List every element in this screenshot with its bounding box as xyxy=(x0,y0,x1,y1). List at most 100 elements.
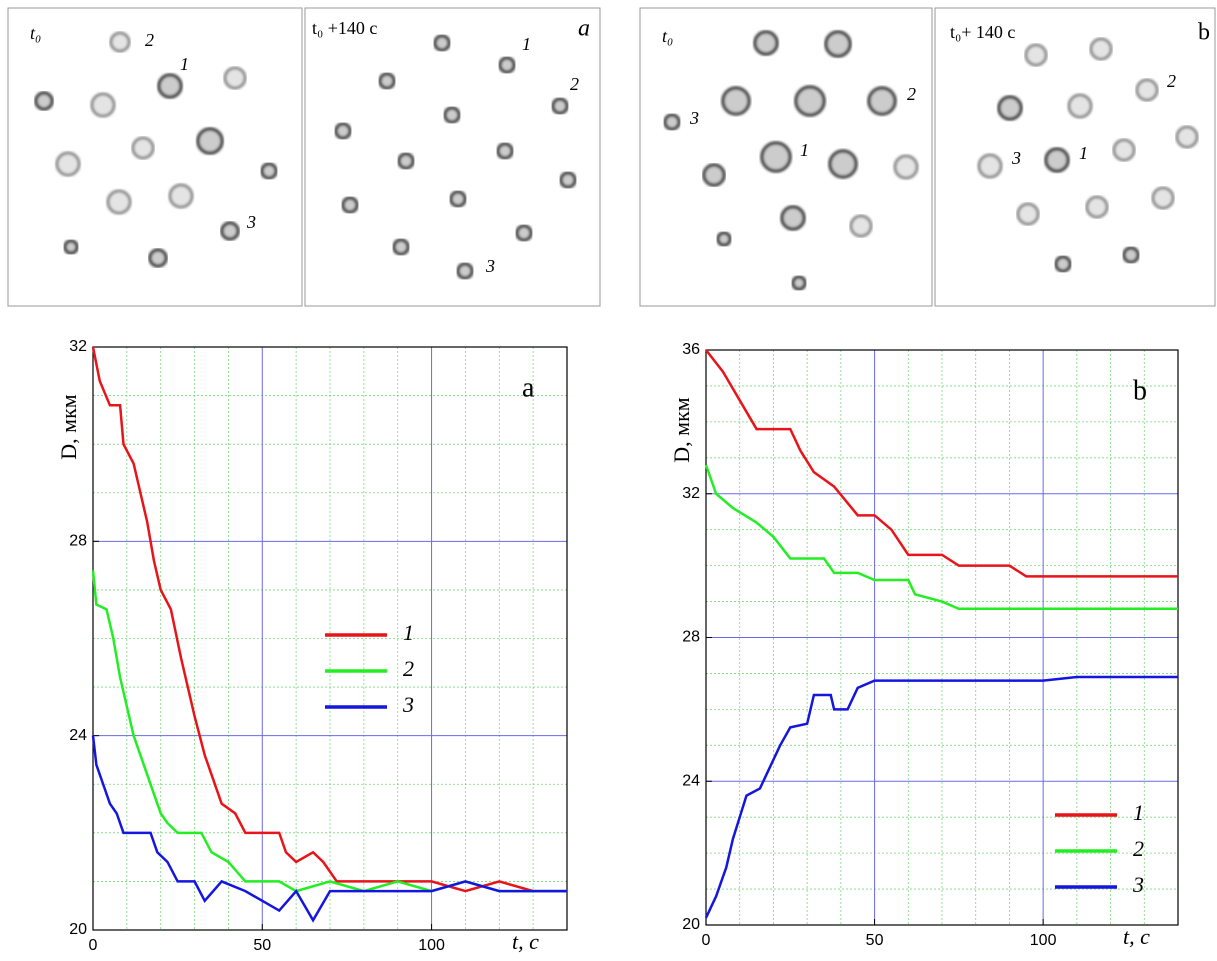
particle-label: 2 xyxy=(570,74,579,94)
x-tick-label: 0 xyxy=(702,932,711,949)
particle xyxy=(63,239,79,255)
particle xyxy=(220,221,240,241)
x-tick-label: 0 xyxy=(89,937,98,954)
panel-label: a xyxy=(522,372,535,403)
particle xyxy=(334,122,352,140)
particle-label: 1 xyxy=(1079,143,1088,163)
y-axis-label: D, мкм xyxy=(56,394,81,459)
particle xyxy=(90,92,116,118)
panel-label: b xyxy=(1198,20,1210,46)
particle-label: 2 xyxy=(1167,71,1176,91)
particle xyxy=(378,72,396,90)
particle xyxy=(559,171,577,189)
y-tick-label: 32 xyxy=(682,485,700,502)
particle xyxy=(663,113,681,131)
particle xyxy=(456,262,474,280)
particle xyxy=(780,205,806,231)
panel-label: a xyxy=(578,16,590,42)
legend-label: 1 xyxy=(1133,800,1144,825)
frame xyxy=(304,7,601,307)
particle xyxy=(997,95,1023,121)
particle xyxy=(760,141,792,173)
x-tick-label: 100 xyxy=(1030,932,1057,949)
particle xyxy=(196,127,224,155)
x-axis-label: t, c xyxy=(1123,924,1150,949)
particle xyxy=(1151,186,1175,210)
particle xyxy=(223,66,247,90)
particle xyxy=(1112,138,1136,162)
y-tick-label: 28 xyxy=(69,533,87,550)
particle xyxy=(1054,255,1072,273)
particle xyxy=(449,190,467,208)
particle xyxy=(106,189,132,215)
legend-label: 3 xyxy=(402,692,414,717)
time-label: t₀ +140 c xyxy=(312,18,377,38)
x-tick-label: 50 xyxy=(866,932,884,949)
particle xyxy=(893,154,919,180)
particle-label: 3 xyxy=(1011,148,1021,168)
line-series xyxy=(704,675,1178,919)
particle xyxy=(168,183,194,209)
time-label: t₀ xyxy=(662,26,673,46)
particle xyxy=(443,106,461,124)
particle xyxy=(109,31,131,53)
x-axis-label: t, c xyxy=(512,929,539,954)
frame xyxy=(934,7,1216,307)
legend-label: 1 xyxy=(403,620,414,645)
particle xyxy=(157,73,183,99)
y-tick-label: 36 xyxy=(682,341,700,358)
particle xyxy=(148,248,168,268)
y-tick-label: 28 xyxy=(682,629,700,646)
particle xyxy=(1016,202,1040,226)
particle xyxy=(702,163,726,187)
particle xyxy=(791,275,807,291)
y-axis-label: D, мкм xyxy=(669,397,694,462)
particle xyxy=(515,224,533,242)
particle xyxy=(496,142,514,160)
line-series xyxy=(705,349,1178,578)
particle xyxy=(1044,147,1070,173)
particle xyxy=(1024,43,1048,67)
particle xyxy=(828,149,858,179)
y-tick-label: 20 xyxy=(69,921,87,938)
particle xyxy=(131,136,155,160)
time-label: t₀ xyxy=(30,23,41,43)
particle xyxy=(1085,195,1109,219)
particle xyxy=(433,34,451,52)
particle xyxy=(753,30,779,56)
legend-label: 2 xyxy=(403,656,414,681)
particle xyxy=(1175,125,1199,149)
line-series xyxy=(91,735,567,923)
particle xyxy=(260,162,278,180)
particle xyxy=(1067,93,1093,119)
line-series xyxy=(91,570,567,893)
line-series xyxy=(704,464,1178,610)
y-tick-label: 24 xyxy=(682,772,700,789)
particle-label: 2 xyxy=(145,30,154,50)
particle xyxy=(721,86,751,116)
particle xyxy=(55,151,81,177)
particle-label: 2 xyxy=(907,84,916,104)
particle xyxy=(1135,78,1159,102)
x-tick-label: 100 xyxy=(418,937,445,954)
particle-label: 1 xyxy=(180,54,189,74)
y-tick-label: 32 xyxy=(69,338,87,355)
particle xyxy=(1122,246,1140,264)
particle xyxy=(34,91,54,111)
particle xyxy=(498,56,516,74)
particle xyxy=(849,214,873,238)
particle-label: 3 xyxy=(485,256,495,276)
particle xyxy=(397,152,415,170)
line-series xyxy=(91,346,567,893)
legend-label: 3 xyxy=(1132,872,1144,897)
particle-label: 1 xyxy=(522,34,531,54)
particle xyxy=(551,97,569,115)
particle-label: 1 xyxy=(800,140,809,160)
particle-label: 3 xyxy=(689,108,699,128)
plot-frame xyxy=(92,346,568,931)
y-tick-label: 24 xyxy=(69,727,87,744)
particle xyxy=(824,30,852,58)
x-tick-label: 50 xyxy=(253,937,271,954)
particle xyxy=(977,153,1003,179)
